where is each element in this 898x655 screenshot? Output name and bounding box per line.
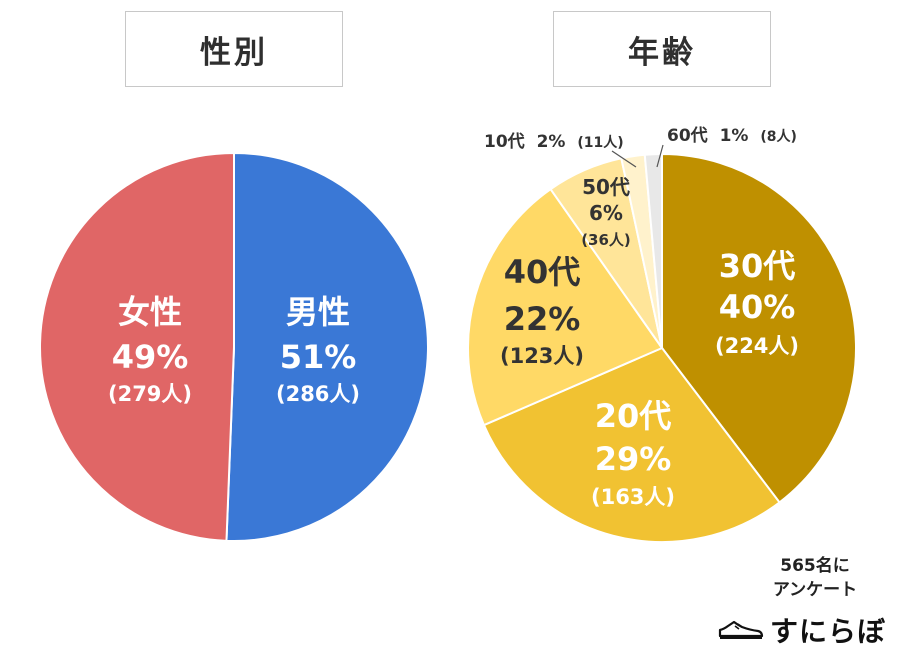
- age-60s-slice-label: 60代 1% (8人): [656, 125, 797, 168]
- male-percent: 51%: [280, 338, 357, 376]
- sneaker-icon: [718, 620, 764, 639]
- survey-note: 565名に アンケート: [740, 554, 890, 602]
- female-slice-label: 女性 49% (279人): [108, 293, 192, 406]
- brand-logo: すにらぼ: [718, 612, 886, 648]
- gender-slice-1: [39, 151, 235, 542]
- age-30s-slice-label: 30代 40% (224人): [715, 247, 799, 358]
- age-40s-label: 40代: [504, 253, 581, 291]
- age-60s-leader-line: [656, 144, 664, 168]
- gender-pie: [39, 151, 429, 542]
- female-percent: 49%: [112, 338, 189, 376]
- age-10s-count: (11人): [577, 134, 623, 151]
- age-50s-slice-label: 50代 6% (36人): [581, 175, 631, 249]
- age-slice-1: [482, 346, 781, 543]
- brand-name: すにらぼ: [770, 615, 887, 648]
- age-60s-percent: 1%: [720, 126, 749, 146]
- age-10s-name: 10代: [484, 131, 525, 152]
- age-10s-slice-label: 10代 2% (11人): [484, 131, 637, 168]
- age-slice-5: [643, 152, 663, 349]
- age-30s-label: 30代: [719, 247, 796, 285]
- age-60s-count: (8人): [760, 128, 797, 145]
- age-slice-2: [467, 187, 664, 427]
- female-label: 女性: [118, 293, 182, 331]
- age-60s-name: 60代: [667, 125, 708, 146]
- age-40s-percent: 22%: [504, 300, 581, 338]
- age-50s-count: (36人): [581, 231, 631, 249]
- age-chart-title: 年齢: [553, 11, 771, 87]
- age-pie: [467, 152, 857, 543]
- age-slice-0: [661, 152, 857, 504]
- age-30s-percent: 40%: [719, 288, 796, 326]
- gender-chart-title: 性別: [125, 11, 343, 87]
- male-count: (286人): [276, 382, 360, 406]
- age-20s-slice-label: 20代 29% (163人): [591, 397, 675, 509]
- age-50s-percent: 6%: [589, 201, 623, 225]
- age-40s-slice-label: 40代 22% (123人): [500, 253, 584, 368]
- age-20s-count: (163人): [591, 485, 675, 509]
- female-count: (279人): [108, 382, 192, 406]
- age-10s-label: 10代 2% (11人): [484, 131, 624, 152]
- age-10s-percent: 2%: [537, 132, 566, 152]
- gender-slice-0: [225, 151, 429, 542]
- age-20s-percent: 29%: [595, 440, 672, 478]
- survey-note-line1: 565名に: [780, 556, 850, 576]
- male-slice-label: 男性 51% (286人): [276, 293, 360, 406]
- survey-note-line2: アンケート: [772, 580, 858, 600]
- age-20s-label: 20代: [595, 397, 672, 435]
- age-10s-leader-line: [611, 150, 637, 168]
- age-60s-label: 60代 1% (8人): [667, 125, 797, 146]
- age-30s-count: (224人): [715, 334, 799, 358]
- male-label: 男性: [286, 293, 350, 331]
- age-50s-label: 50代: [582, 175, 630, 199]
- age-40s-count: (123人): [500, 344, 584, 368]
